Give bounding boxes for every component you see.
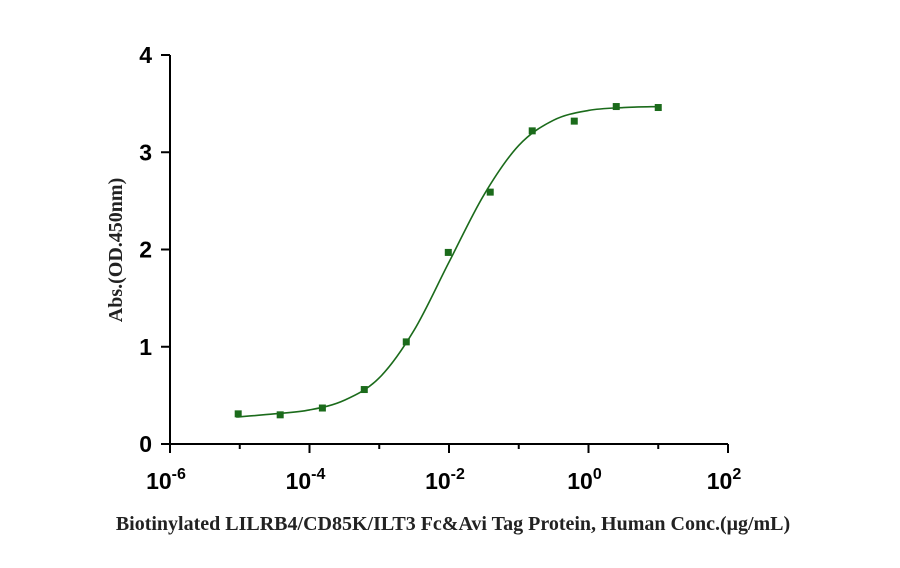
data-point <box>570 117 578 125</box>
x-tick-base: 10 <box>286 468 312 494</box>
x-tick-exponent: 0 <box>593 466 602 483</box>
fit-curve <box>235 105 659 418</box>
data-point <box>528 127 536 135</box>
x-tick-exponent: 2 <box>732 466 741 483</box>
data-point <box>654 104 662 112</box>
x-tick-exponent: -4 <box>311 466 325 483</box>
data-point <box>402 338 410 346</box>
y-tick-label: 0 <box>139 431 152 457</box>
y-tick-label: 4 <box>139 42 152 68</box>
x-tick-base: 10 <box>707 468 733 494</box>
data-point <box>360 386 368 394</box>
data-point <box>486 188 494 196</box>
x-tick-base: 10 <box>425 468 451 494</box>
y-axis-label: Abs.(OD.450nm) <box>105 178 127 322</box>
data-point <box>318 404 326 412</box>
x-tick-label: 102 <box>707 466 742 494</box>
data-point <box>444 248 452 256</box>
y-tick-label: 1 <box>139 334 152 360</box>
data-point <box>276 411 284 419</box>
x-tick-base: 10 <box>146 468 172 494</box>
x-tick-label: 10-4 <box>286 466 326 494</box>
x-tick-label: 10-6 <box>146 466 186 494</box>
x-tick-exponent: -2 <box>451 466 465 483</box>
data-point <box>234 410 242 418</box>
x-tick-label: 100 <box>567 466 602 494</box>
x-axis-label: Biotinylated LILRB4/CD85K/ILT3 Fc&Avi Ta… <box>116 513 790 535</box>
x-tick-label: 10-2 <box>425 466 465 494</box>
data-point <box>612 103 620 111</box>
y-tick-label: 2 <box>139 237 152 263</box>
x-tick-base: 10 <box>567 468 593 494</box>
y-tick-label: 3 <box>139 139 152 165</box>
x-tick-exponent: -6 <box>172 466 186 483</box>
